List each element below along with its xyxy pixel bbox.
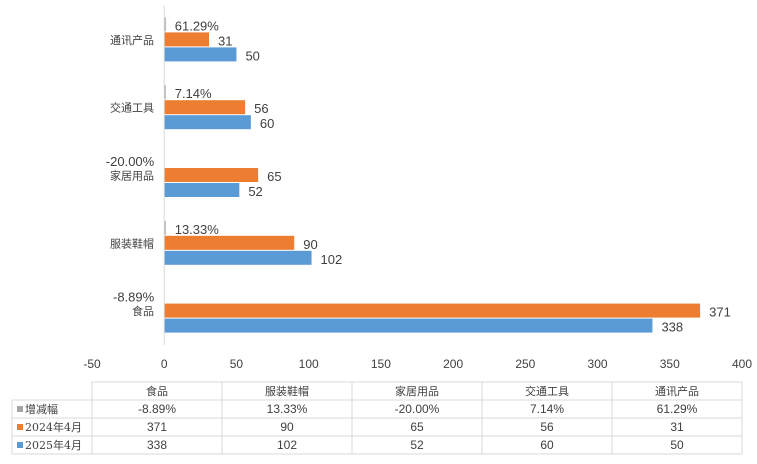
bar: [164, 168, 259, 182]
data-label: 60: [260, 116, 274, 131]
bar: [164, 85, 166, 100]
x-tick-label: 150: [371, 357, 391, 371]
bar: [164, 303, 701, 318]
table-cell: 13.33%: [267, 402, 308, 416]
data-label: -20.00%: [106, 154, 155, 169]
table-header-cell: 交通工具: [525, 384, 569, 398]
x-tick-label: 50: [230, 357, 244, 371]
bar: [164, 100, 246, 115]
data-label: 61.29%: [175, 18, 220, 33]
table-cell: 371: [147, 420, 167, 434]
legend-entry: 2024年4月: [25, 420, 82, 434]
x-tick-label: 300: [588, 357, 608, 371]
table-cell: 61.29%: [657, 402, 698, 416]
x-axis: 食品 服装鞋帽 家居用品 交通工具 通讯产品 -50 0 50 100 150 200 250 300 3…: [83, 6, 752, 371]
bar: [164, 32, 209, 47]
table-cell: 31: [670, 420, 684, 434]
table-cell: 65: [410, 420, 424, 434]
bar: [164, 235, 295, 250]
table-cell: 52: [410, 438, 424, 452]
table-cell: 50: [670, 438, 684, 452]
table-cell: -8.89%: [138, 402, 176, 416]
legend-entry: 2025年4月: [25, 438, 82, 452]
legend-entry: 增减幅: [25, 402, 58, 416]
bar: [164, 318, 653, 333]
data-label: 102: [321, 252, 343, 267]
table-header-cell: 家居用品: [395, 384, 439, 398]
bar: [164, 17, 166, 32]
category-label: 通讯产品: [110, 33, 154, 47]
table-header-cell: 通讯产品: [655, 384, 699, 398]
data-label: 13.33%: [175, 222, 220, 237]
data-label: 90: [303, 237, 317, 252]
data-label: 31: [218, 33, 232, 48]
table-header-cell: 食品: [146, 384, 168, 398]
x-tick-label: 100: [299, 357, 319, 371]
bar: [164, 250, 312, 265]
x-tick-label: 400: [732, 357, 752, 371]
category-label: 食品: [132, 304, 154, 318]
table-cell: -20.00%: [395, 402, 440, 416]
table-cell: 60: [540, 438, 554, 452]
bar: [164, 115, 251, 130]
legend-key: [17, 424, 23, 430]
table-cell: 102: [277, 438, 297, 452]
x-tick-label: -50: [83, 357, 101, 371]
data-label: 7.14%: [175, 86, 212, 101]
category-label: 家居用品: [110, 169, 154, 183]
x-tick-label: 0: [161, 357, 168, 371]
table-header-cell: 服装鞋帽: [265, 384, 309, 398]
data-label: 52: [248, 184, 262, 199]
data-label: -8.89%: [113, 290, 155, 305]
plot-area: -8.89% 371 338 13.33% 90 102 -20.00% 65 52 7.14% 5…: [106, 17, 731, 335]
data-label: 65: [267, 169, 281, 184]
category-label: 服装鞋帽: [110, 236, 154, 250]
x-tick-label: 350: [660, 357, 680, 371]
table-cell: 90: [280, 420, 294, 434]
x-tick-label: 200: [443, 357, 463, 371]
data-label: 338: [661, 320, 683, 335]
x-tick-label: 250: [515, 357, 535, 371]
table-cell: 338: [147, 438, 167, 452]
bar: [164, 47, 237, 62]
category-label: 交通工具: [110, 101, 154, 115]
data-label: 371: [709, 305, 731, 320]
bar: [164, 220, 166, 235]
data-label: 56: [254, 101, 268, 116]
data-label: 50: [245, 48, 259, 63]
legend-key: [17, 442, 23, 448]
table-cell: 7.14%: [530, 402, 564, 416]
table-cell: 56: [540, 420, 554, 434]
legend-key: [17, 406, 23, 412]
bar: [164, 183, 240, 197]
